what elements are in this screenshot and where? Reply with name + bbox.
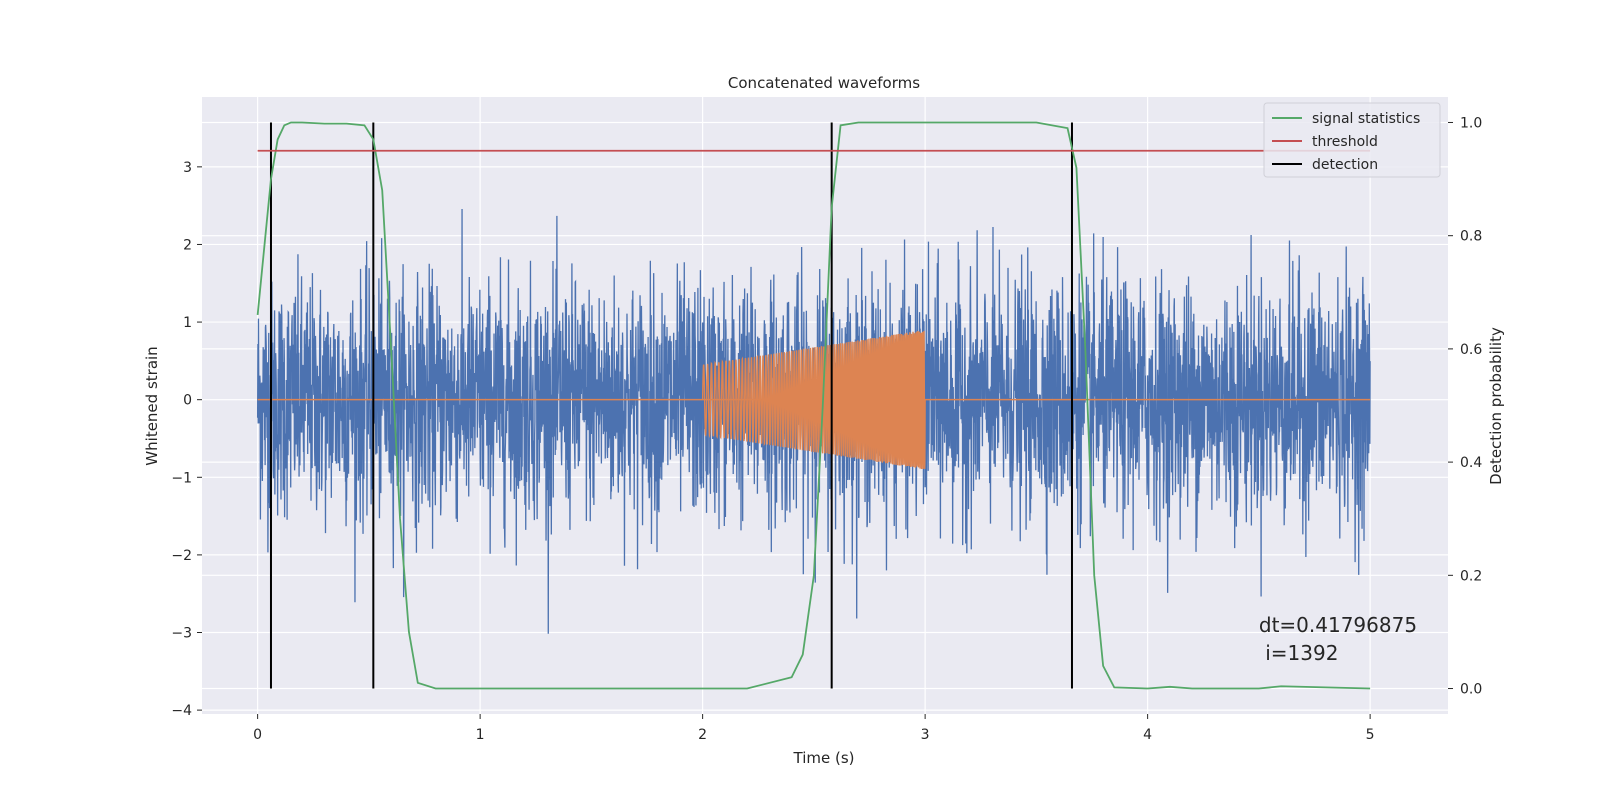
y-axis-label-left: Whitened strain xyxy=(143,346,161,465)
series-layer xyxy=(256,121,1371,690)
chirp-waveform-line xyxy=(701,330,926,469)
strain-noise-line xyxy=(256,209,1371,634)
legend-box xyxy=(1263,102,1441,178)
annotation-dt: dt=0.41796875 xyxy=(1259,613,1417,637)
x-tick-label: 1 xyxy=(476,727,485,743)
y-tick-label-right: 0.8 xyxy=(1460,229,1482,245)
legend-label: signal statistics xyxy=(1312,111,1420,127)
y-axis-label-right: Detection probability xyxy=(1487,327,1505,485)
y-tick-label-right: 0.0 xyxy=(1460,682,1482,698)
y-tick-label-left: 2 xyxy=(183,237,192,253)
signal-statistics-line xyxy=(256,121,1371,690)
chart-title: Concatenated waveforms xyxy=(728,74,920,92)
ticks: 0 1 2 3 4 5 −4 −3 −2 −1 0 1 2 3 0.0 0.2 0.4 0.6 0.8 1.0 xyxy=(171,115,1482,743)
annotation-index: i=1392 xyxy=(1259,641,1339,665)
y-tick-label-left: −2 xyxy=(171,548,192,564)
y-tick-label-left: −3 xyxy=(171,626,192,642)
y-tick-label-right: 0.4 xyxy=(1460,455,1482,471)
y-tick-label-left: 0 xyxy=(183,393,192,409)
y-tick-label-right: 1.0 xyxy=(1460,115,1482,131)
legend-label: threshold xyxy=(1312,134,1378,150)
y-tick-label-left: 3 xyxy=(183,160,192,176)
y-tick-label-right: 0.6 xyxy=(1460,342,1482,358)
x-tick-label: 3 xyxy=(921,727,930,743)
y-tick-label-right: 0.2 xyxy=(1460,568,1482,584)
x-tick-label: 5 xyxy=(1366,727,1375,743)
x-tick-label: 4 xyxy=(1143,727,1152,743)
x-tick-label: 2 xyxy=(698,727,707,743)
legend-label: detection xyxy=(1312,157,1378,173)
y-tick-label-left: 1 xyxy=(183,315,192,331)
x-tick-label: 0 xyxy=(253,727,262,743)
y-tick-label-left: −4 xyxy=(171,703,192,719)
y-tick-label-left: −1 xyxy=(171,470,192,486)
legend: signal statistics threshold detection xyxy=(1263,102,1441,178)
x-axis-label: Time (s) xyxy=(793,749,855,767)
